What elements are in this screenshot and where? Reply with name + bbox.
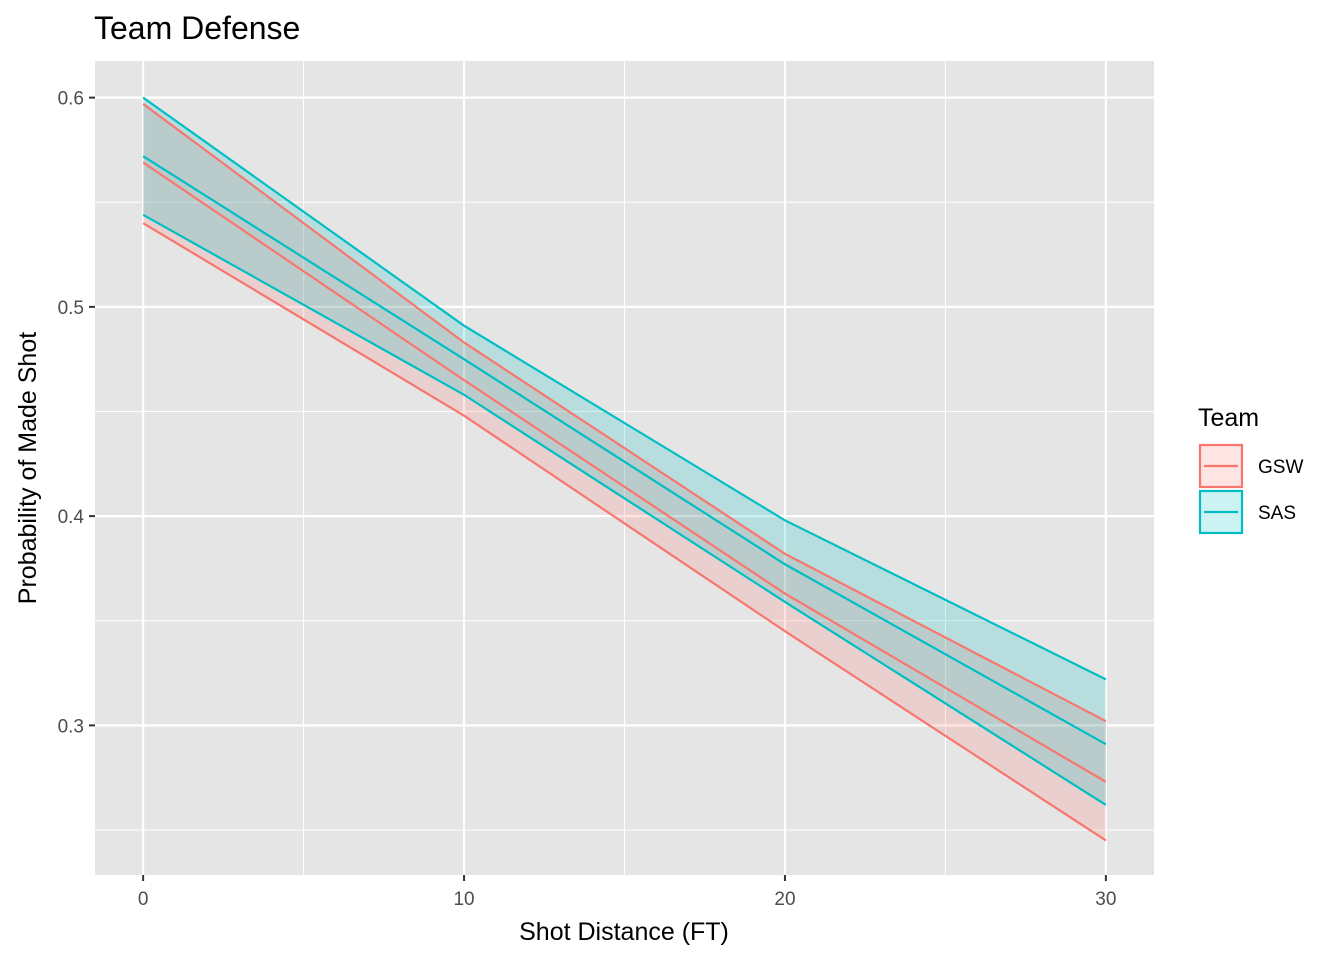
x-tick-label: 0 (138, 889, 149, 910)
ribbon-gsw (143, 103, 1106, 841)
major-gridlines (95, 61, 1154, 875)
y-axis-ticks: 0.3 0.4 0.5 0.6 (58, 89, 95, 737)
legend: Team GSW SAS (1198, 404, 1303, 535)
confidence-ribbons (143, 97, 1106, 841)
ribbon-sas (143, 97, 1106, 805)
y-tick-label: 0.3 (58, 716, 84, 737)
legend-label-sas: SAS (1258, 503, 1296, 524)
line-sas-lower (142, 213, 1107, 806)
y-tick-label: 0.6 (58, 89, 84, 110)
line-gsw-upper (142, 103, 1107, 723)
x-axis-ticks: 0 10 20 30 (138, 875, 1116, 910)
minor-gridlines (95, 61, 1154, 875)
line-gsw-lower (142, 222, 1107, 842)
line-sas-upper (142, 96, 1107, 681)
x-tick-label: 20 (774, 889, 795, 910)
chart-title: Team Defense (94, 10, 300, 46)
y-tick-label: 0.4 (58, 507, 85, 528)
x-tick-label: 10 (453, 889, 474, 910)
series-lines (142, 96, 1107, 842)
legend-label-gsw: GSW (1258, 457, 1303, 478)
x-tick-label: 30 (1095, 889, 1116, 910)
x-axis-title: Shot Distance (FT) (519, 918, 729, 946)
line-sas-fit (142, 155, 1107, 746)
legend-title: Team (1198, 404, 1259, 432)
y-tick-label: 0.5 (58, 298, 84, 319)
y-axis-title: Probability of Made Shot (14, 332, 42, 604)
line-gsw-fit (142, 161, 1107, 783)
